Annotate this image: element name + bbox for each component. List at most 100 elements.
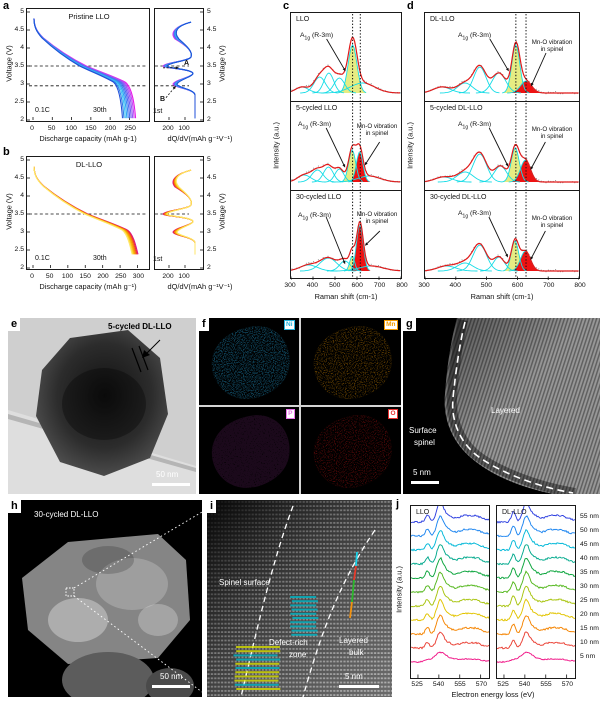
distance-label: 55 nm xyxy=(580,513,599,520)
panel-b-ylabel-right: Voltage (V) xyxy=(217,193,227,230)
grid-divider xyxy=(199,405,401,407)
tem-particle-graphic xyxy=(8,318,196,494)
element-badge-ni: Ni xyxy=(283,320,295,330)
scale-bar-label: 50 nm xyxy=(160,672,183,681)
tick-label: 3.5 xyxy=(14,209,24,217)
panel-b-discharge-plot: DL-LLO 0.1C 30th xyxy=(26,156,150,270)
panel-a-discharge-plot: Pristine LLO 0.1C 30th xyxy=(26,8,150,122)
panel-j-eels-llo: LLO xyxy=(410,505,490,679)
layered-bulk-label-2: bulk xyxy=(349,648,364,657)
tick-label: 0 xyxy=(30,125,34,132)
raman-label: 30-cycled LLO xyxy=(296,194,342,201)
tick-label: 5 xyxy=(207,7,211,15)
tick-label: 525 xyxy=(411,681,423,688)
scale-bar xyxy=(152,685,190,688)
hrtem-lattice-graphic xyxy=(403,318,600,494)
tick-label: 700 xyxy=(543,282,555,289)
distance-label: 35 nm xyxy=(580,569,599,576)
panel-a-dqdv-curves xyxy=(155,11,203,121)
scale-bar xyxy=(339,685,379,688)
mno-line2: in spinel xyxy=(540,45,564,53)
distance-label: 5 nm xyxy=(580,653,596,660)
subpanel-divider xyxy=(291,101,401,102)
panel-e-sample-label: 5-cycled DL-LLO xyxy=(108,322,172,331)
tick-label: 2.5 xyxy=(14,245,24,253)
tick-label: 100 xyxy=(61,273,74,280)
distance-label: 15 nm xyxy=(580,625,599,632)
distance-label: 25 nm xyxy=(580,597,599,604)
tick-label: 800 xyxy=(574,282,586,289)
panel-letter-c: c xyxy=(283,0,290,12)
panel-d-raman-plots xyxy=(424,12,580,280)
a1g-main: A xyxy=(458,210,463,217)
a1g-rest: (R-3m) xyxy=(308,212,332,219)
scale-bar xyxy=(152,483,190,486)
tick-label: 200 xyxy=(162,125,174,132)
a1g-rest: (R-3m) xyxy=(310,32,334,39)
panel-j-eels-dl-llo: DL-LLO xyxy=(496,505,576,679)
raman-label: LLO xyxy=(296,16,310,23)
raman-label: DL-LLO xyxy=(430,16,455,23)
tick-label: 600 xyxy=(511,282,524,289)
a1g-rest: (R-3m) xyxy=(468,32,492,39)
panel-b-x2label: dQ/dV(mAh g⁻¹V⁻¹) xyxy=(167,282,233,291)
mno-line1: Mn-O vibration xyxy=(531,126,573,133)
panel-a-x2label: dQ/dV(mAh g⁻¹V⁻¹) xyxy=(167,134,233,143)
tick-label: 5 xyxy=(20,7,24,15)
tick-label: 400 xyxy=(449,282,461,289)
mno-line2: in spinel xyxy=(540,221,564,229)
hrtem-gpa-graphic xyxy=(207,500,392,697)
a1g-sub: 1g xyxy=(304,35,311,42)
panel-b-cycle-30-label: 30th xyxy=(93,255,107,262)
a1g-sub: 1g xyxy=(462,213,469,220)
distance-label: 30 nm xyxy=(580,583,599,590)
panel-letter-h: h xyxy=(8,500,21,513)
scale-bar-label: 5 nm xyxy=(345,672,363,681)
surface-spinel-label-1: Surface xyxy=(409,426,437,435)
tick-label: 4.5 xyxy=(207,25,217,33)
raman-5cycled-llo xyxy=(291,103,401,190)
a1g-sub: 1g xyxy=(462,124,469,131)
panel-letter-f: f xyxy=(199,318,209,331)
panel-h-stem-image: 30-cycled DL-LLO 50 nm xyxy=(8,500,202,697)
tick-label: 4.5 xyxy=(14,173,24,181)
panel-letter-d: d xyxy=(407,0,414,12)
tick-label: 4 xyxy=(207,43,211,51)
eels-group-label: DL-LLO xyxy=(502,509,527,516)
a1g-sub: 1g xyxy=(302,124,309,131)
panel-f-eds-maps: Ni Mn P O xyxy=(199,318,401,494)
panel-letter-e: e xyxy=(8,318,21,331)
panel-b-title: DL-LLO xyxy=(75,160,103,169)
panel-letter-i: i xyxy=(207,500,217,513)
panel-e-tem-image: 5-cycled DL-LLO 50 nm xyxy=(8,318,196,494)
panel-d-xlabel: Raman shift (cm-1) xyxy=(470,292,534,301)
a1g-label: A1g (R-3m) xyxy=(458,210,491,219)
a1g-sub: 1g xyxy=(302,215,309,222)
raman-5cycled-dl-llo xyxy=(425,103,579,190)
raman-30cycled-llo xyxy=(291,192,401,280)
stem-particle-graphic xyxy=(8,500,202,697)
a1g-main: A xyxy=(298,212,303,219)
tick-label: 400 xyxy=(306,282,319,289)
panel-b-discharge-curves xyxy=(27,159,147,269)
a1g-label: A1g (R-3m) xyxy=(298,121,331,130)
a1g-rest: (R-3m) xyxy=(468,121,492,128)
panel-h-sample-label: 30-cycled DL-LLO xyxy=(34,510,99,519)
mno-vibration-label: Mn-O vibration in spinel xyxy=(526,39,578,54)
panel-c-ylabel: Intensity (a.u.) xyxy=(271,122,281,169)
tick-label: 600 xyxy=(351,282,363,289)
scale-bar xyxy=(411,481,439,484)
mno-vibration-label: Mn-O vibration in spinel xyxy=(526,215,578,230)
layered-label: Layered xyxy=(491,406,520,415)
panel-letter-b: b xyxy=(3,146,10,158)
tick-label: 2 xyxy=(207,263,211,271)
panel-a-cycle-30-label: 30th xyxy=(93,107,107,114)
panel-j-xlabel: Electron energy loss (eV) xyxy=(451,690,535,699)
a1g-label: A1g (R-3m) xyxy=(458,121,491,130)
panel-d-ylabel: Intensity (a.u.) xyxy=(405,122,415,169)
mno-line2: in spinel xyxy=(365,129,389,137)
tick-label: 540 xyxy=(518,681,531,688)
tick-label: 0 xyxy=(30,273,34,280)
tick-label: 2.5 xyxy=(207,245,217,253)
mno-line1: Mn-O vibration xyxy=(531,215,573,222)
